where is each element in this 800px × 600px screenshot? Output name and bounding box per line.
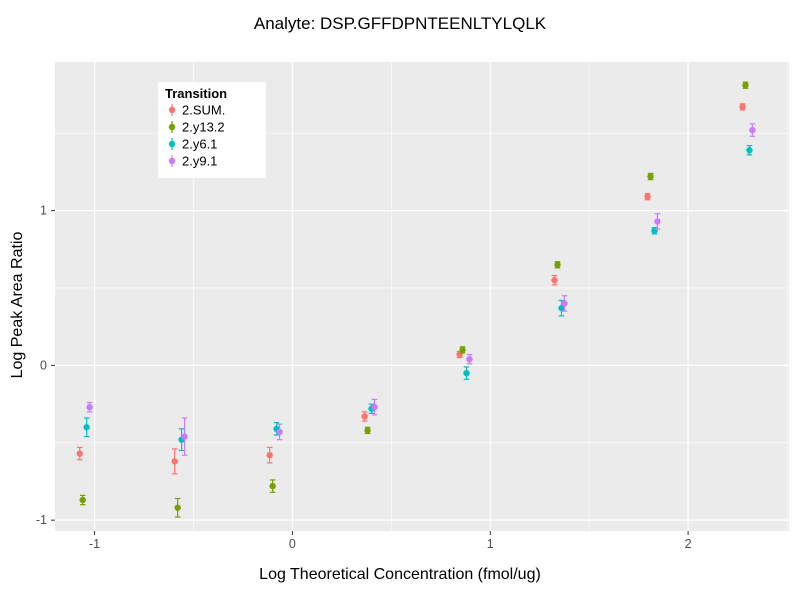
data-point (174, 504, 181, 511)
legend-label: 2.SUM. (182, 103, 225, 118)
data-point (266, 451, 273, 459)
legend: Transition 2.SUM. 2.y13.2 2.y6.1 2.y9.1 (158, 82, 266, 178)
x-tick-label: 0 (289, 537, 296, 551)
series-2.y13.2 (79, 81, 749, 518)
chart-title: Analyte: DSP.GFFDPNTEENLTYLQLK (253, 14, 547, 33)
data-point (739, 103, 746, 111)
series-2.y9.1 (86, 123, 756, 456)
data-point (83, 424, 90, 431)
y-tick-label: 1 (40, 204, 47, 218)
data-point (181, 433, 188, 440)
x-tick-label: 1 (487, 537, 494, 551)
data-point (79, 496, 86, 504)
x-tick-label: 2 (685, 537, 692, 551)
legend-label: 2.y9.1 (182, 154, 217, 169)
data-point (749, 126, 756, 134)
data-point (459, 346, 466, 354)
data-point (554, 261, 561, 268)
data-point (276, 428, 283, 436)
data-point (171, 458, 178, 465)
data-point (361, 413, 368, 420)
data-point (76, 450, 83, 457)
data-point (742, 82, 749, 89)
legend-key-point (168, 106, 176, 114)
data-point (746, 147, 753, 154)
y-tick-label: 0 (40, 358, 47, 372)
data-point (364, 427, 371, 434)
data-point (651, 227, 658, 234)
legend-label: 2.y6.1 (182, 137, 217, 152)
legend-box (158, 82, 266, 178)
axis-ticks: -1 0 1 2 -1 0 1 (36, 204, 692, 551)
legend-key-point (168, 157, 176, 165)
data-point (463, 369, 470, 377)
data-point (654, 218, 661, 225)
x-axis-title: Log Theoretical Concentration (fmol/ug) (259, 566, 541, 583)
data-point (647, 173, 654, 180)
series-2.y6.1 (83, 144, 753, 452)
legend-label: 2.y13.2 (182, 120, 225, 135)
major-gridlines (55, 62, 789, 531)
data-point (86, 403, 93, 411)
minor-gridlines (55, 62, 789, 531)
y-axis-title: Log Peak Area Ratio (9, 231, 26, 379)
data-point (551, 277, 558, 284)
data-point (561, 300, 568, 307)
legend-title: Transition (165, 86, 227, 101)
x-tick-label: -1 (89, 537, 100, 551)
data-point (644, 193, 651, 200)
legend-key-point (168, 140, 176, 148)
y-tick-label: -1 (36, 513, 47, 527)
data-point (558, 304, 565, 312)
legend-key-point (168, 123, 176, 131)
data-point (371, 403, 378, 411)
data-point (269, 482, 276, 490)
data-point (466, 355, 473, 363)
